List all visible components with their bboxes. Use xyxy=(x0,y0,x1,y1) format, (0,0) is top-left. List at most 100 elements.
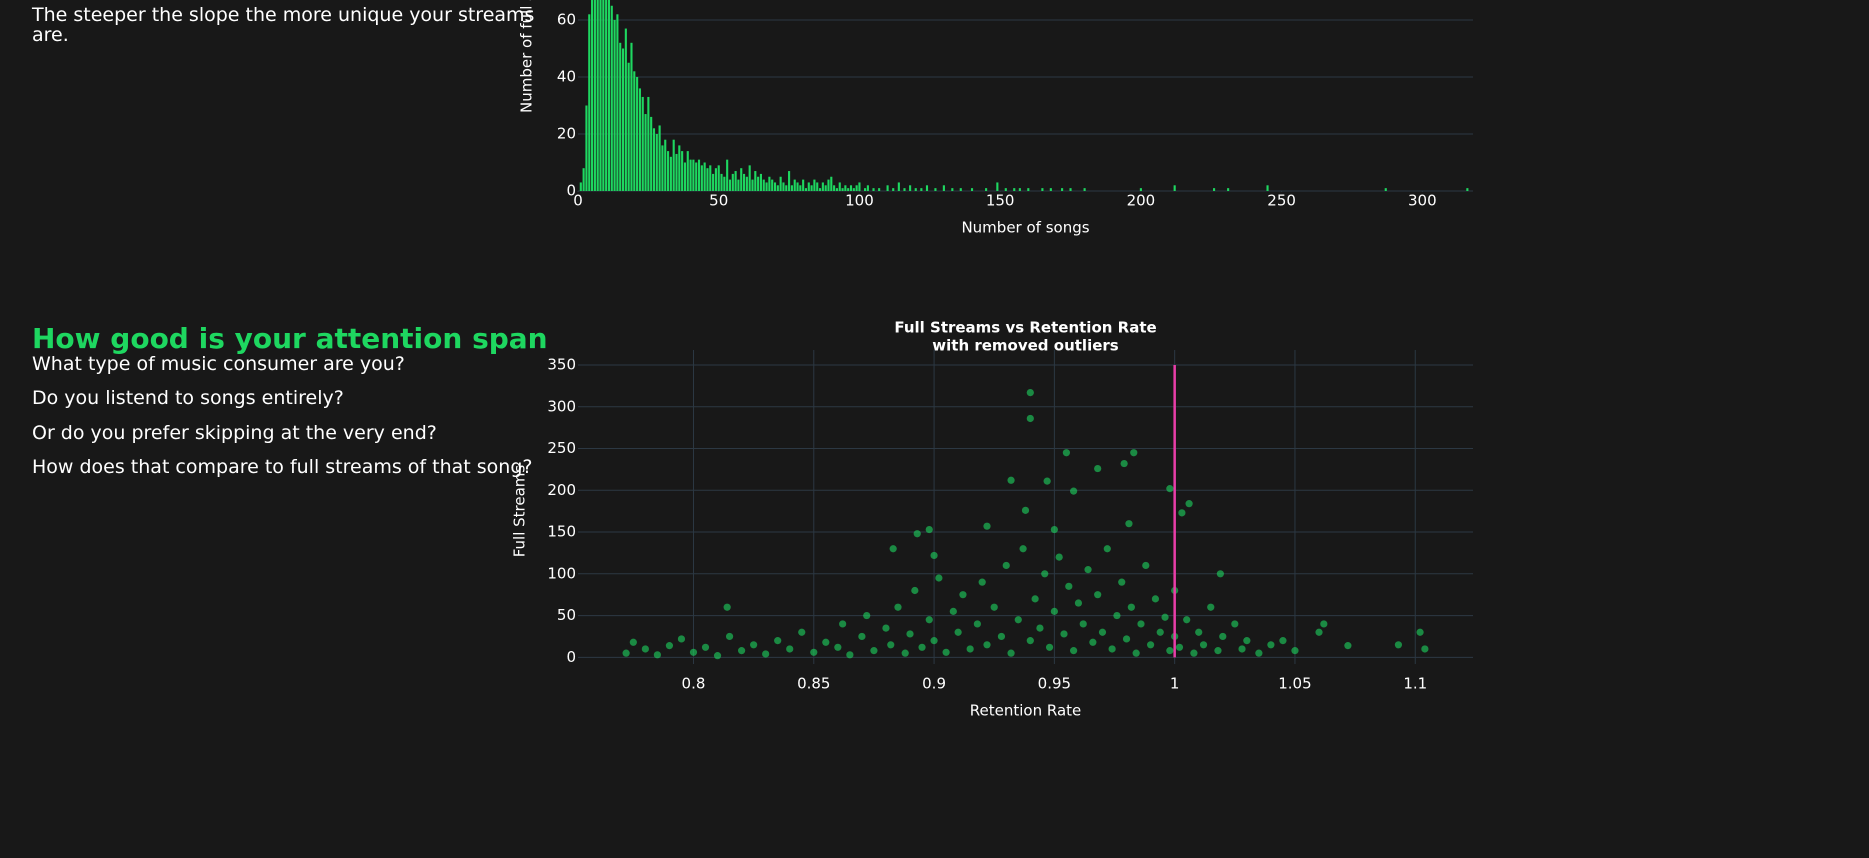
point xyxy=(1125,520,1133,528)
point xyxy=(1007,476,1015,484)
point xyxy=(1089,638,1097,646)
point xyxy=(1041,570,1049,578)
y-tick-label: 0 xyxy=(566,648,576,666)
bar xyxy=(593,0,596,192)
bar xyxy=(1069,188,1072,191)
bar xyxy=(582,168,585,191)
point xyxy=(677,635,686,643)
point xyxy=(653,651,661,659)
y-tick-label: 0 xyxy=(566,182,576,200)
point xyxy=(1243,637,1251,645)
point xyxy=(1120,459,1128,468)
point xyxy=(925,616,933,624)
bar xyxy=(644,114,647,191)
point xyxy=(935,574,943,582)
point xyxy=(858,632,866,641)
point xyxy=(1219,632,1227,641)
x-tick-label: 100 xyxy=(845,192,874,210)
point xyxy=(1070,647,1078,655)
point xyxy=(990,603,998,611)
point xyxy=(959,591,967,599)
point xyxy=(1127,603,1135,611)
point xyxy=(1216,570,1224,578)
point xyxy=(1055,553,1063,561)
bar xyxy=(821,182,824,191)
point xyxy=(1026,637,1034,645)
bar xyxy=(636,77,639,191)
bar xyxy=(951,188,954,191)
point xyxy=(798,628,806,636)
x-tick-label: 250 xyxy=(1267,192,1296,210)
bar xyxy=(652,128,656,191)
x-tick-label: 300 xyxy=(1408,192,1437,210)
point xyxy=(1255,649,1263,657)
bar xyxy=(942,185,945,191)
question: What type of music consumer are you? xyxy=(32,353,405,375)
bar xyxy=(748,165,751,191)
bar xyxy=(588,14,591,191)
point xyxy=(1019,545,1027,553)
point xyxy=(723,603,731,611)
bar xyxy=(619,42,622,191)
bar xyxy=(818,188,822,191)
chart-subtitle: with removed outliers xyxy=(932,337,1118,355)
bar xyxy=(728,179,732,191)
point xyxy=(1045,643,1054,651)
point xyxy=(1291,647,1299,655)
bar xyxy=(613,20,616,191)
y-tick-label: 250 xyxy=(547,439,576,457)
point xyxy=(810,648,818,656)
bar xyxy=(641,96,644,191)
point xyxy=(1108,645,1116,653)
point xyxy=(1062,449,1071,457)
bar xyxy=(934,188,937,191)
point xyxy=(1026,414,1034,423)
bar xyxy=(683,162,687,191)
point xyxy=(822,638,830,646)
bar xyxy=(1018,188,1021,191)
bar xyxy=(661,145,664,191)
bar xyxy=(827,179,830,191)
point xyxy=(1161,613,1169,621)
bar xyxy=(658,125,661,191)
point xyxy=(925,525,933,534)
x-tick-label: 1 xyxy=(1170,675,1180,693)
bar xyxy=(920,188,923,191)
point xyxy=(1344,642,1352,650)
bar xyxy=(638,88,641,191)
question: Do you listend to songs entirely? xyxy=(32,387,344,409)
point xyxy=(870,647,878,655)
point xyxy=(1315,628,1323,636)
x-tick-label: 0.9 xyxy=(922,675,946,693)
y-tick-label: 100 xyxy=(547,564,576,582)
bar xyxy=(675,153,678,191)
bar xyxy=(807,182,810,191)
point xyxy=(1207,603,1215,611)
bar xyxy=(692,159,695,191)
x-tick-label: 0 xyxy=(573,192,583,210)
point xyxy=(1031,595,1039,603)
x-tick-label: 1.05 xyxy=(1278,675,1311,693)
bar xyxy=(1466,188,1469,191)
point xyxy=(701,643,710,651)
bar xyxy=(796,182,799,191)
point xyxy=(641,645,649,653)
bar xyxy=(1213,188,1216,191)
point xyxy=(1279,637,1287,645)
bar xyxy=(833,185,836,191)
bar xyxy=(695,162,698,191)
bar xyxy=(726,159,729,191)
point xyxy=(1060,630,1068,638)
point xyxy=(622,649,630,657)
bar xyxy=(855,185,858,191)
y-axis-title: Full Streams xyxy=(511,465,529,558)
bar xyxy=(914,188,917,191)
y-axis-title: Number of full streams xyxy=(518,0,536,113)
bar xyxy=(765,182,768,191)
point xyxy=(1147,641,1155,649)
bar xyxy=(689,159,692,191)
point xyxy=(1132,649,1140,657)
bar xyxy=(678,145,681,191)
point xyxy=(834,643,842,651)
bar xyxy=(759,173,762,191)
